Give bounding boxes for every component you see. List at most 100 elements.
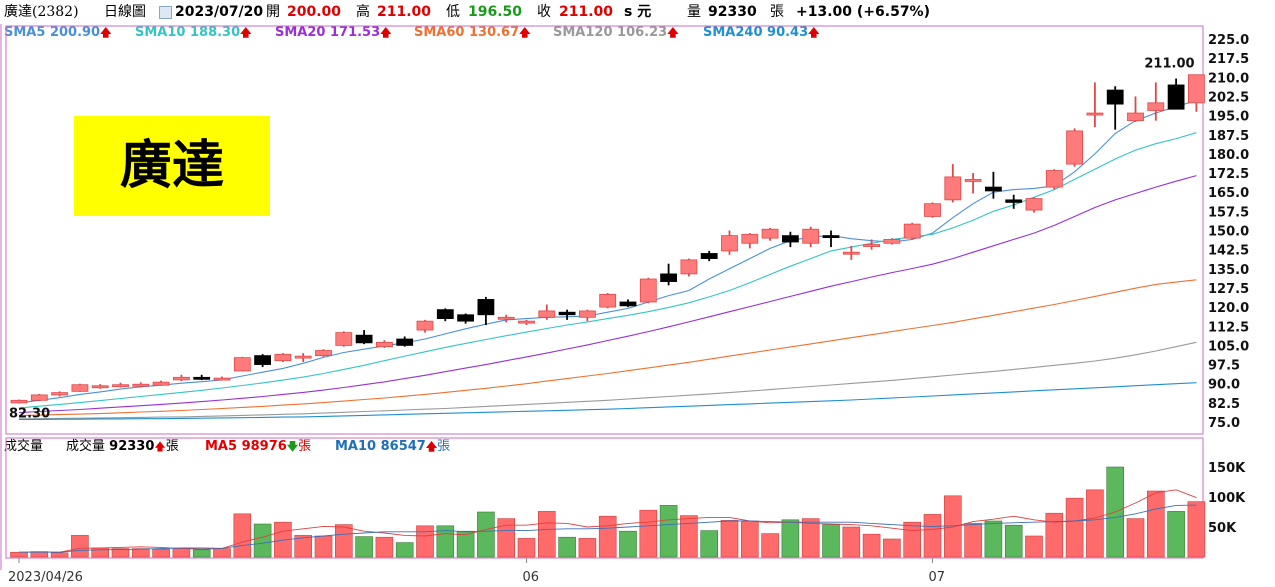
price-tick-label: 142.5	[1208, 244, 1249, 259]
candle-body	[10, 399, 28, 404]
price-tick-label: 82.5	[1208, 397, 1240, 412]
candle-body	[518, 320, 535, 324]
volume-bar	[71, 535, 89, 558]
volume-bar	[477, 511, 495, 558]
candle-body	[477, 299, 495, 316]
volume-bar	[314, 535, 333, 558]
candle-body	[30, 394, 48, 401]
volume-bar	[862, 533, 881, 558]
volume-ma10-legend: MA10 86547🡅張	[335, 439, 451, 454]
candle-body	[497, 316, 515, 320]
candle-body	[883, 239, 901, 244]
candle-body	[396, 338, 414, 346]
volume-bar	[801, 518, 820, 558]
header-bar: 廣達(2382) 日線圖 2023/07/20 開 200.00 高 211.0…	[0, 0, 1275, 24]
volume-bar	[537, 511, 556, 558]
volume-bar	[1126, 518, 1145, 558]
volume-bar	[1065, 497, 1084, 558]
candle-body	[579, 310, 596, 318]
volume-bar	[233, 513, 252, 558]
candle-body	[944, 176, 962, 201]
volume-bar	[598, 515, 617, 558]
candle-body	[721, 235, 738, 252]
candle-body	[152, 381, 170, 386]
volume-bar	[10, 551, 28, 558]
period-dropdown-icon[interactable]	[159, 6, 172, 19]
volume-bar	[456, 530, 475, 558]
change-value: +13.00 (+6.57%)	[796, 4, 930, 20]
price-tick-label: 90.0	[1208, 378, 1240, 393]
candle-body	[700, 253, 718, 259]
open-value: 200.00	[287, 4, 342, 20]
price-tick-label: 225.0	[1208, 33, 1249, 48]
volume-bar	[680, 515, 698, 558]
candle-body	[274, 353, 292, 362]
legend-sma60: SMA60 130.67🡅	[414, 25, 531, 40]
ma-line-vma5	[18, 489, 1197, 553]
candle-body	[1066, 130, 1083, 165]
low-label: 低	[446, 4, 460, 20]
candle-body	[1045, 170, 1063, 188]
candle-body	[741, 233, 759, 244]
volume-label: 量	[687, 4, 701, 20]
price-tick-label: 150.0	[1208, 225, 1249, 240]
price-tick-label: 210.0	[1208, 71, 1249, 86]
volume-bar	[984, 520, 1003, 558]
volume-bar	[700, 530, 719, 558]
volume-bar	[172, 548, 191, 558]
legend-sma5: SMA5 200.90🡅	[4, 25, 112, 40]
volume-bar	[781, 519, 800, 558]
candle-body	[193, 376, 211, 380]
price-tick-label: 135.0	[1208, 263, 1249, 278]
candle-body	[964, 179, 982, 182]
low-value: 196.50	[468, 4, 523, 20]
volume-bar	[1187, 501, 1206, 558]
candle-body	[1005, 199, 1023, 203]
up-arrow-icon: 🡅	[519, 26, 531, 39]
candle-body	[660, 273, 677, 282]
price-panel-border	[5, 25, 1204, 435]
high-label: 高	[356, 4, 370, 20]
candle-body	[842, 251, 860, 255]
high-annotation: 211.00	[1144, 57, 1194, 72]
close-value: 211.00	[559, 4, 614, 20]
volume-bar	[923, 514, 942, 558]
low-annotation: 82.30	[9, 406, 50, 421]
x-tick-label: 06	[523, 570, 540, 585]
volume-bar	[761, 533, 779, 558]
volume-bar	[50, 552, 69, 558]
volume-panel-title: 成交量	[4, 439, 44, 454]
candle-body	[599, 293, 617, 308]
volume-bar	[659, 505, 678, 558]
candle-body	[680, 259, 698, 275]
volume-bar	[416, 525, 434, 558]
ma-line-sma10	[18, 132, 1197, 409]
up-arrow-icon: 🡅	[380, 26, 392, 39]
candle-body	[375, 341, 393, 348]
volume-tick-label: 100K	[1208, 491, 1246, 506]
up-arrow-icon: 🡅	[100, 26, 112, 39]
volume-bar	[132, 548, 150, 558]
up-arrow-icon: 🡅	[154, 440, 166, 453]
candle-body	[985, 186, 1002, 192]
volume-value: 92330	[708, 4, 757, 20]
price-tick-label: 180.0	[1208, 148, 1249, 163]
candle-body	[903, 223, 921, 239]
ma-line-vma10	[19, 504, 1197, 553]
volume-bar	[1167, 511, 1185, 558]
volume-bar	[1025, 535, 1043, 558]
candle-body	[254, 355, 272, 365]
legend-sma10: SMA10 188.30🡅	[135, 25, 252, 40]
volume-bar	[619, 530, 637, 558]
candle-body	[1147, 102, 1165, 111]
price-tick-label: 105.0	[1208, 339, 1249, 354]
candle-body	[91, 385, 109, 389]
price-tick-label: 187.5	[1208, 129, 1249, 144]
volume-bar	[213, 548, 231, 558]
volume-bar	[1086, 489, 1104, 558]
volume-bar	[111, 548, 130, 558]
volume-bar	[720, 520, 739, 558]
price-tick-label: 97.5	[1208, 359, 1240, 374]
candle-body	[233, 357, 251, 372]
